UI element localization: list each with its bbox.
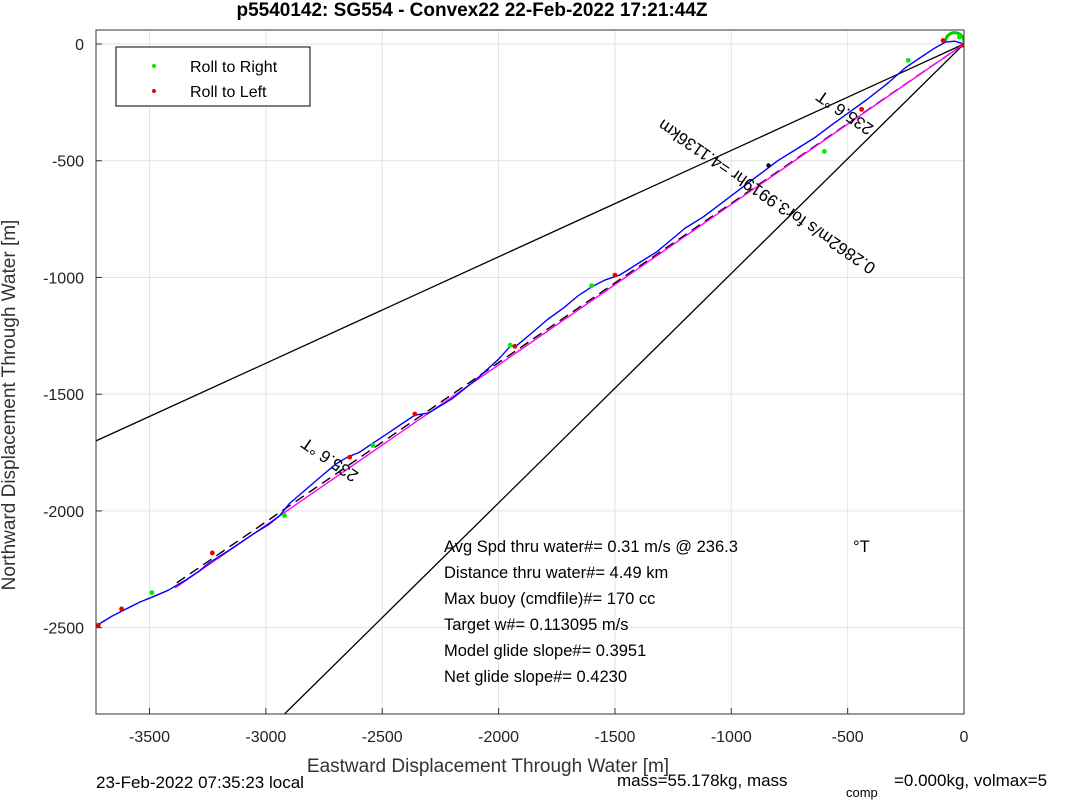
y-tick-label: -1500 [43, 387, 84, 404]
x-tick-label: -500 [832, 729, 864, 746]
y-tick-label: -500 [52, 154, 84, 171]
x-tick-label: -3000 [245, 729, 286, 746]
stat-distance: Distance thru water#= 4.49 km [444, 564, 668, 582]
x-tick-label: -1000 [711, 729, 752, 746]
stat-net-glide: Net glide slope#= 0.4230 [444, 668, 627, 686]
y-tick-label: -2500 [43, 621, 84, 638]
roll-left-point [512, 343, 518, 349]
stat-max-buoy: Max buoy (cmdfile)#= 170 cc [444, 590, 655, 608]
stat-avg-speed: Avg Spd thru water#= 0.31 m/s @ 236.3 [444, 538, 738, 556]
footer-mass-rest: =0.000kg, volmax=5 [894, 771, 1047, 790]
stat-avg-speed-unit: °T [853, 538, 870, 556]
plot-layer [96, 31, 964, 714]
x-axis-label: Eastward Displacement Through Water [m] [307, 756, 669, 777]
waypoint-point [766, 163, 771, 168]
legend-entry-roll-left: Roll to Left [190, 84, 267, 101]
x-tick-label: -3500 [129, 729, 170, 746]
roll-left-point [940, 38, 946, 43]
footer-local-time: 23-Feb-2022 07:35:23 local [96, 773, 304, 792]
plot-frame [95, 29, 965, 715]
roll-left-point [96, 622, 101, 628]
legend-marker-roll-left [152, 89, 156, 93]
legend-box [115, 46, 311, 107]
roll-left-point [612, 272, 618, 278]
roll-right-point [282, 513, 287, 518]
legend: Roll to Right Roll to Left [115, 46, 311, 107]
roll-left-point [119, 606, 124, 612]
boundary-line [284, 43, 964, 714]
roll-right-point [149, 590, 155, 596]
stat-target-w: Target w#= 0.113095 m/s [444, 616, 629, 634]
legend-marker-roll-right [152, 64, 156, 68]
legend-entry-roll-right: Roll to Right [190, 59, 278, 76]
roll-right-point [821, 148, 827, 154]
x-tick-label: -2000 [478, 729, 519, 746]
roll-left-point [412, 411, 418, 417]
roll-right-point [507, 342, 513, 348]
chart-title: p5540142: SG554 - Convex22 22-Feb-2022 1… [236, 0, 707, 21]
x-tick-label: -2500 [362, 729, 403, 746]
roll-right-point [589, 283, 595, 289]
roll-left-point [859, 106, 865, 112]
x-tick-label: -1500 [594, 729, 635, 746]
plot-area [96, 30, 964, 714]
stat-model-glide: Model glide slope#= 0.3951 [444, 642, 646, 660]
roll-left-point [347, 454, 353, 460]
y-tick-label: 0 [75, 37, 84, 54]
y-axis-label: Northward Displacement Through Water [m] [0, 220, 20, 591]
x-tick-label: 0 [960, 729, 969, 746]
roll-left-point [209, 550, 215, 556]
axis-ticks: -3500 -3000 -2500 -2000 -1500 -1000 -500 0 0 -500… [43, 37, 968, 746]
roll-right-point [370, 443, 376, 448]
y-tick-label: -2000 [43, 504, 84, 521]
boundary-line [96, 43, 964, 442]
roll-left-point [960, 42, 964, 48]
stats-block: Avg Spd thru water#= 0.31 m/s @ 236.3 °T… [444, 538, 870, 686]
grid [96, 30, 965, 714]
heading-line [174, 43, 964, 589]
roll-right-point [905, 57, 911, 63]
footer-mass: mass=55.178kg, mass [617, 771, 788, 790]
footer-mass-subscript: comp [846, 785, 878, 800]
roll-right-point [956, 34, 962, 40]
y-tick-label: -1000 [43, 270, 84, 287]
